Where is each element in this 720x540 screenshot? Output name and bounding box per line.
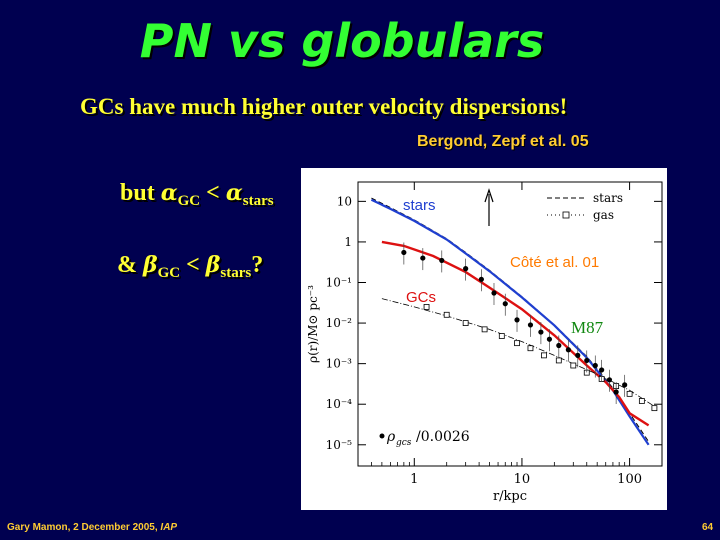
gc-point-16: [599, 367, 605, 373]
x-tick-label-1: 10: [514, 472, 531, 487]
x-tick-label-0: 1: [410, 472, 418, 487]
gc-point-7: [514, 317, 520, 323]
gc-point-17: [606, 377, 613, 383]
gc-point-6: [502, 301, 508, 307]
y-tick-label-6: 10⁻⁵: [326, 438, 353, 452]
gc-points-annotation: ρ gcs /0.0026: [379, 429, 470, 448]
beta-gc-symbol: β: [143, 252, 158, 278]
slide-title: PN vs globulars: [139, 14, 545, 68]
gc-point-12: [565, 347, 571, 353]
alpha-relation: <: [200, 180, 226, 206]
galaxy-annotation: M87: [571, 318, 604, 337]
footer-institute: IAP: [160, 522, 178, 533]
page-number: 64: [702, 522, 714, 533]
gas-point-2: [462, 320, 469, 326]
gc-point-5: [491, 290, 497, 296]
gas-point-8: [555, 357, 562, 364]
gas-point-5: [514, 340, 520, 347]
gc-points-sub: gcs: [396, 438, 412, 448]
legend-stars-label: stars: [593, 191, 623, 205]
gc-point-14: [584, 357, 590, 364]
gc-point-2: [439, 257, 445, 264]
series-gcs: [381, 240, 650, 427]
stars-annotation: stars: [403, 197, 436, 214]
alpha-gc-symbol: α: [160, 180, 178, 206]
series-gas: [381, 298, 658, 409]
beta-gc-sub: GC: [157, 265, 181, 281]
alpha-gc-sub: GC: [177, 193, 201, 209]
gc-points-scale: /0.0026: [416, 429, 470, 445]
gc-point-19: [622, 382, 628, 388]
gas-point-13: [626, 390, 633, 397]
gas-point-1: [443, 311, 450, 318]
gc-point-13: [575, 352, 581, 358]
y-tick-label-0: 10: [337, 194, 352, 208]
legend-gas-label: gas: [593, 208, 614, 222]
plot-frame: [357, 181, 663, 467]
y-tick-label-2: 10⁻¹: [326, 276, 352, 290]
density-profile-figure: 1 10 100 10 1 10⁻¹ 10⁻² 10⁻³ 10⁻⁴ 10⁻⁵ stars gas …: [301, 168, 667, 510]
gas-point-14: [638, 398, 645, 404]
gas-point-4: [498, 333, 505, 339]
series-stars: [371, 197, 650, 442]
gas-point-7: [541, 352, 547, 359]
gc-point-11: [556, 342, 562, 349]
alpha-prefix: but: [120, 180, 161, 206]
legend-gas-marker: [562, 211, 570, 219]
gc-points-rho: ρ: [386, 429, 396, 445]
beta-stars-sub: stars: [220, 265, 252, 281]
gc-point-10: [546, 336, 553, 342]
y-tick-label-1: 1: [344, 235, 352, 249]
gcs-annotation: GCs: [406, 289, 436, 306]
footer-credit: Gary Mamon, 2 December 2005, IAP: [7, 522, 177, 533]
gc-point-15: [592, 362, 598, 369]
beta-prefix: &: [117, 252, 143, 278]
gc-point-8: [527, 322, 534, 328]
y-axis-label: ρ(r)/M⊙ pc⁻³: [306, 285, 320, 363]
y-tick-label-5: 10⁻⁴: [326, 397, 353, 411]
gc-point-18: [613, 389, 619, 395]
gas-point-3: [481, 326, 488, 333]
alpha-stars-symbol: α: [225, 180, 243, 206]
gc-point-3: [463, 266, 469, 272]
gc-points-marker: [379, 433, 385, 439]
x-tick-label-2: 100: [617, 472, 642, 487]
citation: Bergond, Zepf et al. 05: [417, 133, 589, 150]
series-stars-fit: [370, 198, 650, 446]
x-axis-label: r/kpc: [493, 489, 527, 504]
gc-point-9: [538, 329, 544, 335]
legend: stars gas: [547, 191, 623, 222]
y-tick-label-3: 10⁻²: [326, 316, 353, 330]
slide-subtitle: GCs have much higher outer velocity disp…: [80, 94, 568, 119]
beta-stars-symbol: β: [205, 252, 221, 278]
gas-point-15: [651, 405, 658, 412]
alpha-condition: but αGC < αstars: [120, 180, 274, 210]
gas-point-0: [423, 304, 430, 310]
gas-point-9: [570, 362, 577, 369]
gc-point-4: [478, 276, 484, 282]
upper-limit-arrow: [484, 188, 494, 226]
beta-condition: & βGC < βstars?: [117, 252, 263, 282]
footer-author-date: Gary Mamon, 2 December 2005,: [7, 522, 161, 533]
source-annotation: Côté et al. 01: [510, 254, 599, 271]
gc-point-0: [401, 249, 407, 256]
beta-suffix: ?: [251, 252, 264, 278]
gc-point-1: [420, 255, 426, 261]
y-tick-label-4: 10⁻³: [326, 357, 353, 371]
gas-point-6: [527, 345, 534, 352]
alpha-stars-sub: stars: [242, 193, 274, 209]
beta-relation: <: [180, 252, 206, 278]
